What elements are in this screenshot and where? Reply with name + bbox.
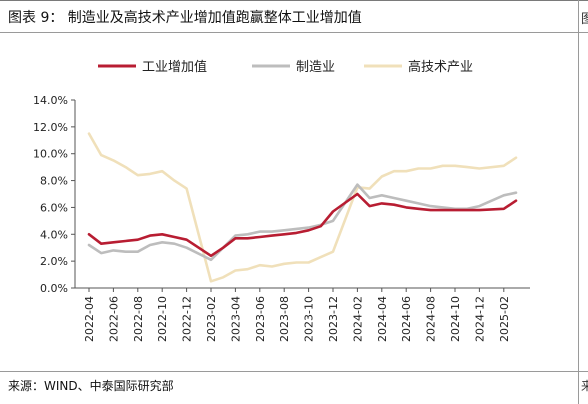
legend-label-1: 制造业 bbox=[296, 60, 335, 75]
y-tick-label: 6.0% bbox=[40, 201, 68, 214]
top-border bbox=[0, 0, 588, 1]
line-chart: 0.0% 2.0% 4.0% 6.0% 8.0% 10.0% 12.0% 14.0% 2022-… bbox=[33, 59, 530, 342]
x-tick-label: 2024-10 bbox=[449, 296, 462, 342]
x-tick-label: 2023-08 bbox=[278, 296, 291, 342]
x-tick-label: 2024-08 bbox=[425, 296, 438, 342]
right-column-divider bbox=[578, 0, 579, 404]
y-tick-label: 2.0% bbox=[40, 255, 68, 268]
y-tick-label: 0.0% bbox=[40, 282, 68, 295]
series-line-0 bbox=[87, 192, 518, 258]
x-tick-label: 2022-12 bbox=[181, 296, 194, 342]
series-line-2 bbox=[87, 132, 518, 283]
x-tick-label: 2023-02 bbox=[205, 296, 218, 342]
y-tick-label: 14.0% bbox=[33, 94, 68, 107]
x-tick-label: 2023-04 bbox=[229, 296, 242, 342]
x-tick-label: 2024-12 bbox=[473, 296, 486, 342]
y-tick-label: 10.0% bbox=[33, 148, 68, 161]
footer-rule bbox=[0, 371, 588, 372]
figure-title: 图表 9： 制造业及高技术产业增加值跑赢整体工业增加值 bbox=[8, 10, 362, 26]
x-tick-label: 2024-04 bbox=[376, 296, 389, 342]
next-column-source-fragment: 来 bbox=[581, 379, 588, 393]
legend-label-0: 工业增加值 bbox=[142, 59, 207, 75]
title-rule bbox=[0, 32, 588, 33]
next-column-title-fragment: 图 bbox=[581, 12, 588, 27]
x-tick-label: 2023-12 bbox=[327, 296, 340, 342]
x-tick-label: 2024-02 bbox=[351, 296, 364, 342]
y-tick-label: 12.0% bbox=[33, 121, 68, 134]
x-tick-label: 2022-08 bbox=[132, 296, 145, 342]
x-tick-label: 2022-04 bbox=[83, 296, 96, 342]
legend-label-2: 高技术产业 bbox=[408, 59, 473, 75]
y-tick-label: 8.0% bbox=[40, 175, 68, 188]
x-tick-label: 2025-02 bbox=[498, 296, 511, 342]
series-line-1 bbox=[87, 183, 518, 262]
y-tick-label: 4.0% bbox=[40, 228, 68, 241]
x-tick-label: 2024-06 bbox=[400, 296, 413, 342]
x-tick-label: 2022-10 bbox=[156, 296, 169, 342]
x-tick-label: 2022-06 bbox=[107, 296, 120, 342]
x-tick-label: 2023-06 bbox=[254, 296, 267, 342]
x-tick-label: 2023-10 bbox=[303, 296, 316, 342]
source-note: 来源：WIND、中泰国际研究部 bbox=[8, 379, 174, 393]
